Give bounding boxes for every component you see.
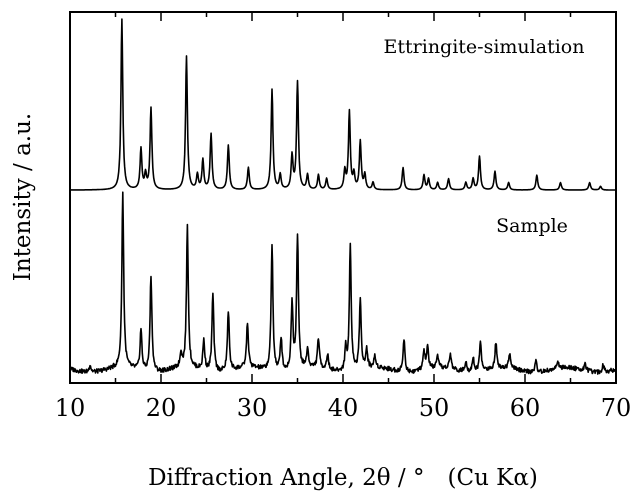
x-tick-label: 70 <box>601 394 632 422</box>
series-line-sample <box>69 191 617 375</box>
x-ticks-group <box>69 12 617 383</box>
x-tick-label: 10 <box>55 394 86 422</box>
x-axis-title: Diffraction Angle, 2θ / ° (Cu Kα) <box>148 465 538 491</box>
series-label-sample: Sample <box>496 215 568 237</box>
y-axis-title: Intensity / a.u. <box>10 113 36 281</box>
series-labels-group: Ettringite-simulation Sample <box>384 36 585 237</box>
x-tick-label: 30 <box>237 394 268 422</box>
traces-group <box>69 18 617 375</box>
x-tick-labels-group: 10 20 30 40 50 60 70 <box>55 394 632 422</box>
x-tick-label: 60 <box>510 394 541 422</box>
series-label-simulation: Ettringite-simulation <box>384 36 585 58</box>
series-line-simulation <box>69 18 617 191</box>
x-tick-label: 50 <box>419 394 450 422</box>
x-tick-label: 20 <box>146 394 177 422</box>
x-tick-label: 40 <box>328 394 359 422</box>
